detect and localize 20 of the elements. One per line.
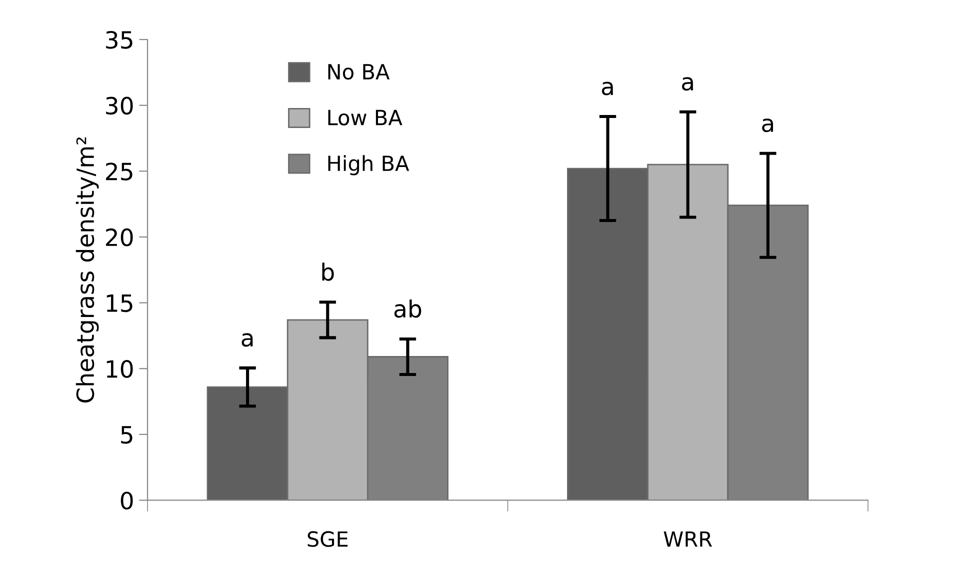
y-axis-title: Cheatgrass density/m²: [76, 137, 99, 403]
legend-label: No BA: [328, 64, 390, 80]
y-tick-label: 10: [106, 360, 133, 378]
y-tick-label: 35: [106, 30, 132, 49]
annotation: a: [682, 77, 693, 91]
legend-label: Low BA: [328, 110, 402, 126]
y-tick-label: 0: [120, 492, 133, 510]
annotation: b: [322, 262, 334, 281]
legend-label: High BA: [328, 155, 410, 176]
annotation: a: [242, 333, 253, 347]
y-tick-label: 25: [106, 162, 132, 180]
y-tick-label: 15: [106, 294, 132, 312]
annotation: a: [602, 82, 613, 96]
x-tick-label: WRR: [664, 531, 712, 547]
y-tick-label: 30: [106, 96, 133, 115]
y-tick-label: 20: [106, 228, 133, 246]
annotation: a: [762, 118, 774, 132]
y-tick-label: 5: [121, 426, 132, 444]
x-tick-label: SGE: [308, 531, 348, 547]
annotation: ab: [394, 299, 422, 318]
